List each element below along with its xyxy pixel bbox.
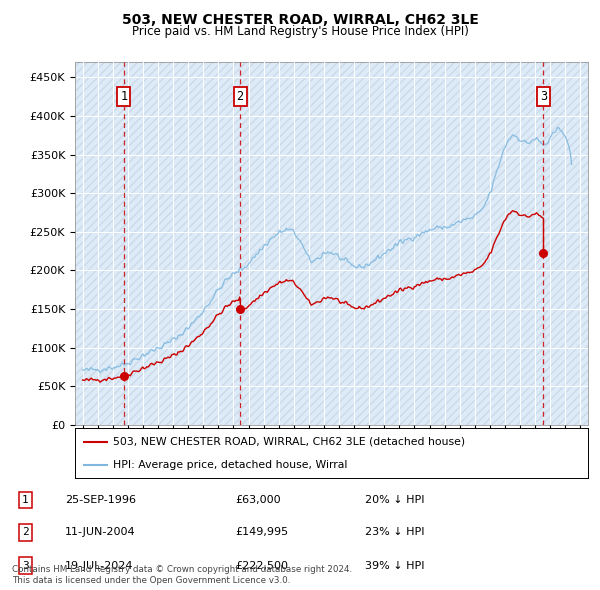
Text: £149,995: £149,995 (235, 527, 289, 537)
Text: 3: 3 (540, 90, 547, 103)
Text: 2: 2 (236, 90, 244, 103)
Text: Contains HM Land Registry data © Crown copyright and database right 2024.
This d: Contains HM Land Registry data © Crown c… (12, 565, 352, 585)
Text: 39% ↓ HPI: 39% ↓ HPI (365, 560, 424, 571)
Text: 25-SEP-1996: 25-SEP-1996 (65, 496, 136, 505)
Text: 3: 3 (22, 560, 29, 571)
Text: 23% ↓ HPI: 23% ↓ HPI (365, 527, 424, 537)
Text: 503, NEW CHESTER ROAD, WIRRAL, CH62 3LE (detached house): 503, NEW CHESTER ROAD, WIRRAL, CH62 3LE … (113, 437, 466, 447)
Text: £222,500: £222,500 (235, 560, 289, 571)
Text: 20% ↓ HPI: 20% ↓ HPI (365, 496, 424, 505)
Text: £63,000: £63,000 (235, 496, 281, 505)
Text: 19-JUL-2024: 19-JUL-2024 (65, 560, 133, 571)
Text: 1: 1 (22, 496, 29, 505)
Text: 2: 2 (22, 527, 29, 537)
Text: HPI: Average price, detached house, Wirral: HPI: Average price, detached house, Wirr… (113, 460, 348, 470)
Text: 11-JUN-2004: 11-JUN-2004 (65, 527, 136, 537)
Text: 503, NEW CHESTER ROAD, WIRRAL, CH62 3LE: 503, NEW CHESTER ROAD, WIRRAL, CH62 3LE (122, 13, 478, 27)
Text: Price paid vs. HM Land Registry's House Price Index (HPI): Price paid vs. HM Land Registry's House … (131, 25, 469, 38)
Text: 1: 1 (120, 90, 127, 103)
